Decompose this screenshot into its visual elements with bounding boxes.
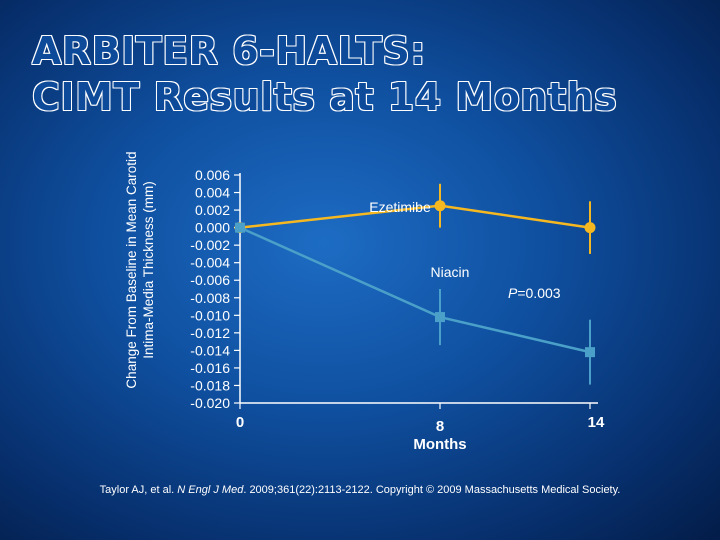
title-line-2: CIMT Results at 14 Months	[32, 75, 618, 119]
citation-details: . 2009;361(22):2113-2122. Copyright © 20…	[243, 484, 621, 496]
y-tick-label-9: -0.012	[190, 325, 230, 341]
y-axis-label-line-1: Change From Baseline in Mean Carotid	[124, 151, 139, 388]
niacin-point-0	[235, 222, 245, 233]
series-label-niacin: Niacin	[431, 264, 470, 280]
y-tick-label-8: -0.010	[190, 307, 230, 323]
y-tick-label-4: -0.002	[190, 237, 230, 253]
y-tick-label-1: 0.004	[195, 185, 230, 201]
y-tick-label-11: -0.016	[190, 360, 230, 376]
y-tick-label-5: -0.004	[190, 255, 230, 271]
y-tick-label-2: 0.002	[195, 202, 230, 218]
citation-authors: Taylor AJ, et al.	[99, 484, 178, 496]
y-tick-label-13: -0.020	[190, 395, 230, 411]
niacin-point-1	[435, 312, 445, 323]
ezetimibe-point-1	[434, 200, 446, 212]
p-value-text: =0.003	[517, 285, 560, 301]
citation-journal: N Engl J Med	[177, 484, 244, 496]
y-tick-label-6: -0.006	[190, 272, 230, 288]
x-tick-label-0: 0	[236, 414, 244, 431]
title-line-1: ARBITER 6-HALTS:	[32, 29, 426, 73]
x-tick-label-2: 14	[588, 414, 605, 431]
x-axis-label: Months	[413, 436, 466, 453]
y-tick-label-7: -0.008	[190, 290, 230, 306]
niacin-point-2	[585, 347, 595, 358]
slide-title: ARBITER 6-HALTS: CIMT Results at 14 Mont…	[32, 28, 617, 120]
x-tick-label-1: 8	[436, 418, 444, 435]
series-ezetimibe	[234, 183, 596, 254]
series-niacin	[235, 222, 595, 385]
p-value-annotation: P=0.003	[508, 285, 561, 301]
y-axis-label-line-2: Intima-Media Thickness (mm)	[141, 181, 156, 359]
citation-footer: Taylor AJ, et al. N Engl J Med. 2009;361…	[0, 484, 720, 496]
y-tick-label-10: -0.014	[190, 342, 230, 358]
series-label-ezetimibe: Ezetimibe	[369, 199, 431, 215]
y-axis-label: Change From Baseline in Mean Carotid Inti…	[124, 151, 156, 388]
ezetimibe-point-2	[584, 222, 596, 234]
p-value-prefix: P	[508, 285, 518, 301]
y-tick-label-12: -0.018	[190, 377, 230, 393]
y-tick-label-0: 0.006	[195, 167, 230, 183]
y-tick-label-3: 0.000	[195, 220, 230, 236]
chart-series	[234, 183, 596, 385]
